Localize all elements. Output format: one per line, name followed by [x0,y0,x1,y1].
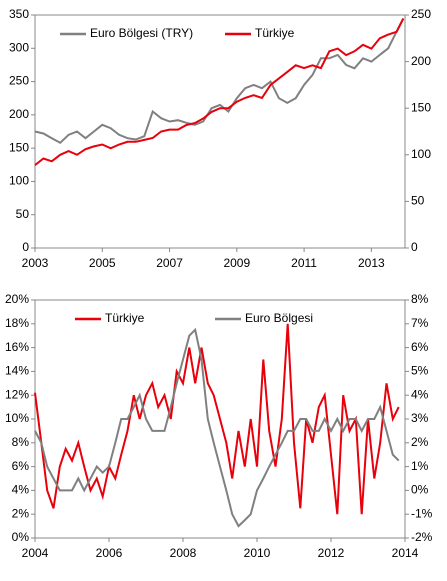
x-tick-label: 2006 [96,546,123,560]
y-tick-label: 300 [9,40,29,54]
y2-tick-label: 8% [411,292,429,306]
y2-tick-label: 7% [411,316,429,330]
x-tick-label: 2009 [223,256,250,270]
y-tick-label: 8% [12,435,30,449]
y2-tick-label: 4% [411,387,429,401]
y-tick-label: 20% [5,292,29,306]
x-tick-label: 2012 [318,546,345,560]
legend-label: Türkiye [255,26,295,40]
x-tick-label: 2008 [170,546,197,560]
legend-label: Türkiye [105,311,145,325]
y2-tick-label: 6% [411,340,429,354]
y-tick-label: 16% [5,340,29,354]
y2-tick-label: 200 [411,54,431,68]
y2-tick-label: 3% [411,411,429,425]
plot-frame [34,14,406,249]
x-tick-label: 2010 [244,546,271,560]
y-tick-label: 18% [5,316,29,330]
y-tick-label: 150 [9,140,29,154]
y2-tick-label: 2% [411,435,429,449]
y-tick-label: 100 [9,174,29,188]
y-tick-label: 14% [5,364,29,378]
y-tick-label: 4% [12,483,30,497]
x-tick-label: 2007 [156,256,183,270]
y2-tick-label: 50 [411,194,425,208]
y-tick-label: 6% [12,459,30,473]
y-tick-label: 250 [9,74,29,88]
y2-tick-label: 100 [411,147,431,161]
y2-tick-label: 5% [411,364,429,378]
series-line [34,323,400,515]
y-tick-label: 12% [5,387,29,401]
y2-tick-label: 0% [411,483,429,497]
y-tick-label: 2% [12,506,30,520]
y-tick-label: 350 [9,7,29,21]
y2-tick-label: -2% [411,530,433,544]
x-tick-label: 2003 [22,256,49,270]
y2-tick-label: 0 [411,240,418,254]
y2-tick-label: 1% [411,459,429,473]
y-tick-label: 200 [9,107,29,121]
series-line [34,18,405,166]
x-tick-label: 2011 [291,256,317,270]
legend-label: Euro Bölgesi [245,311,313,325]
y-tick-label: 10% [5,411,29,425]
y-tick-label: 0% [12,530,30,544]
x-tick-label: 2004 [22,546,49,560]
y2-tick-label: 150 [411,100,431,114]
y-tick-label: 50 [16,207,30,221]
x-tick-label: 2014 [392,546,419,560]
legend-label: Euro Bölgesi (TRY) [90,26,193,40]
y-tick-label: 0 [22,240,29,254]
x-tick-label: 2013 [358,256,385,270]
series-line [34,17,405,145]
y2-tick-label: -1% [411,506,433,520]
x-tick-label: 2005 [89,256,116,270]
y2-tick-label: 250 [411,7,431,21]
series-line [34,327,400,528]
